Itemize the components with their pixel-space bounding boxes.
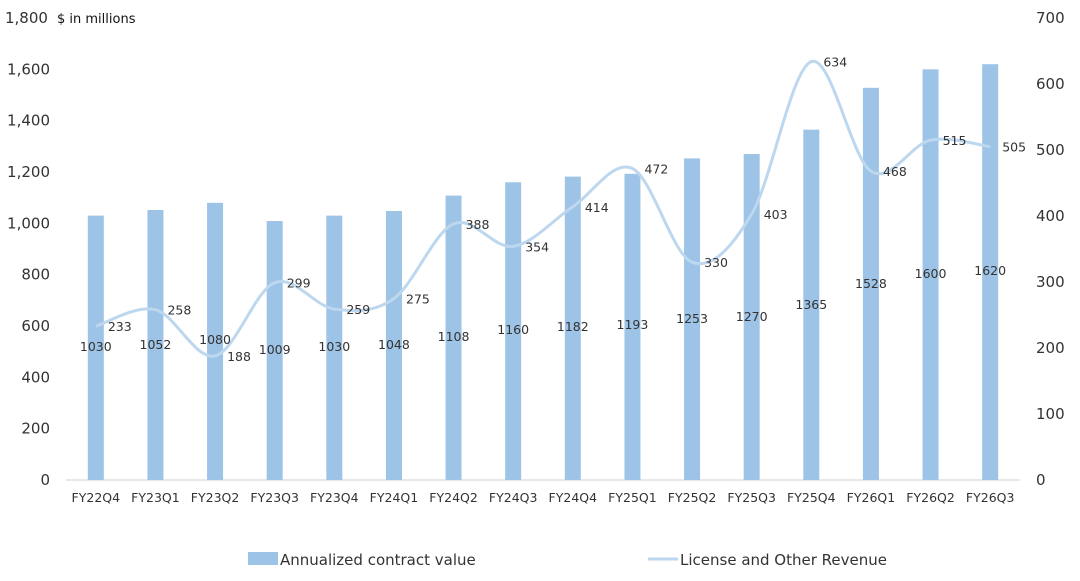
x-tick-label: FY24Q3	[489, 490, 538, 505]
bar-FY24Q4	[564, 176, 581, 480]
x-axis-ticks: FY22Q4 FY23Q1 FY23Q2 FY23Q3 FY23Q4 FY24Q1 FY24…	[72, 490, 1015, 505]
x-tick-label: FY23Q1	[131, 490, 180, 505]
bar-FY25Q4	[803, 129, 820, 480]
line-data-label: 188	[227, 349, 251, 364]
x-tick-label: FY25Q3	[727, 490, 776, 505]
bar-data-label: 1253	[676, 311, 708, 326]
line-data-label: 505	[1002, 140, 1026, 155]
left-axis: 0 200 400 600 800 1,000 1,200 1,400 1,600 1,800	[5, 9, 50, 489]
line-data-label: 354	[525, 239, 549, 254]
bar-FY23Q4	[326, 215, 343, 480]
bar-data-label: 1365	[795, 297, 827, 312]
bar-FY26Q1	[862, 87, 879, 481]
bar-FY23Q1	[147, 209, 164, 480]
bar-data-label: 1620	[974, 263, 1006, 278]
bar-FY23Q2	[207, 202, 224, 481]
bar-data-label: 1030	[80, 339, 112, 354]
bar-data-label: 1108	[438, 329, 470, 344]
line-data-label: 258	[167, 303, 191, 318]
line-data-label: 634	[823, 55, 847, 70]
right-axis: 0 100 200 300 400 500 600 700	[1036, 9, 1065, 489]
x-tick-label: FY25Q4	[787, 490, 836, 505]
left-tick-label: 600	[21, 317, 50, 335]
left-tick-label: 1,800	[5, 9, 48, 27]
right-tick-label: 100	[1036, 405, 1065, 423]
bar-data-label: 1048	[378, 337, 410, 352]
x-tick-label: FY23Q4	[310, 490, 359, 505]
bar-FY26Q2	[922, 69, 939, 480]
legend: Annualized contract value License and Ot…	[248, 551, 887, 569]
left-tick-label: 1,200	[7, 163, 50, 181]
right-tick-label: 0	[1036, 471, 1046, 489]
x-tick-label: FY25Q1	[608, 490, 657, 505]
x-tick-label: FY26Q2	[906, 490, 955, 505]
right-tick-label: 200	[1036, 339, 1065, 357]
line-data-label: 403	[764, 207, 788, 222]
x-tick-label: FY24Q2	[429, 490, 478, 505]
x-tick-label: FY25Q2	[668, 490, 717, 505]
right-tick-label: 400	[1036, 207, 1065, 225]
left-tick-label: 800	[21, 266, 50, 284]
left-tick-label: 0	[40, 471, 50, 489]
legend-bar-label: Annualized contract value	[280, 551, 476, 569]
x-tick-label: FY23Q2	[191, 490, 240, 505]
line-data-label: 233	[108, 319, 132, 334]
x-tick-label: FY24Q4	[549, 490, 598, 505]
left-tick-label: 1,000	[7, 214, 50, 232]
line-data-label: 388	[466, 217, 490, 232]
x-tick-label: FY24Q1	[370, 490, 419, 505]
line-data-label: 275	[406, 292, 430, 307]
left-tick-label: 1,400	[7, 112, 50, 130]
right-tick-label: 500	[1036, 141, 1065, 159]
bar-FY25Q2	[684, 158, 701, 480]
bar-data-label: 1182	[557, 319, 589, 334]
right-tick-label: 300	[1036, 273, 1065, 291]
legend-bar-swatch	[248, 552, 278, 565]
bar-FY24Q3	[505, 182, 522, 480]
bar-FY24Q2	[445, 195, 462, 480]
bar-data-label: 1193	[617, 317, 649, 332]
left-tick-label: 400	[21, 368, 50, 386]
line-data-labels: 233 258 188 299 259 275 388 354 414 472 330 403 634 4…	[108, 55, 1026, 364]
bar-data-label: 1600	[915, 266, 947, 281]
bar-data-label: 1270	[736, 309, 768, 324]
line-series	[95, 60, 991, 358]
bar-data-labels: 1030 1052 1080 1009 1030 1048 1108 1160 1182 1193…	[80, 263, 1006, 357]
line-data-label: 468	[883, 164, 907, 179]
bar-data-label: 1528	[855, 276, 887, 291]
right-tick-label: 700	[1036, 9, 1065, 27]
x-tick-label: FY22Q4	[72, 490, 121, 505]
line-data-label: 414	[585, 200, 609, 215]
line-data-label: 259	[346, 302, 370, 317]
bar-FY26Q3	[982, 64, 999, 480]
bar-data-label: 1009	[259, 342, 291, 357]
x-tick-label: FY23Q3	[250, 490, 299, 505]
line-data-label: 330	[704, 255, 728, 270]
bar-data-label: 1052	[140, 337, 172, 352]
bar-FY25Q3	[743, 154, 760, 481]
bar-data-label: 1030	[318, 339, 350, 354]
bar-series	[87, 64, 999, 481]
bar-data-label: 1080	[199, 332, 231, 347]
bar-FY25Q1	[624, 173, 641, 480]
unit-label: $ in millions	[57, 12, 136, 27]
line-data-label: 299	[287, 276, 311, 291]
x-tick-label: FY26Q3	[966, 490, 1015, 505]
left-tick-label: 1,600	[7, 60, 50, 78]
bar-FY22Q4	[87, 215, 104, 480]
bar-FY24Q1	[385, 211, 402, 480]
left-tick-label: 200	[21, 420, 50, 438]
legend-line-label: License and Other Revenue	[680, 551, 887, 569]
line-data-label: 515	[943, 133, 967, 148]
right-tick-label: 600	[1036, 75, 1065, 93]
x-tick-label: FY26Q1	[847, 490, 896, 505]
line-data-label: 472	[644, 161, 668, 176]
bar-data-label: 1160	[497, 322, 529, 337]
